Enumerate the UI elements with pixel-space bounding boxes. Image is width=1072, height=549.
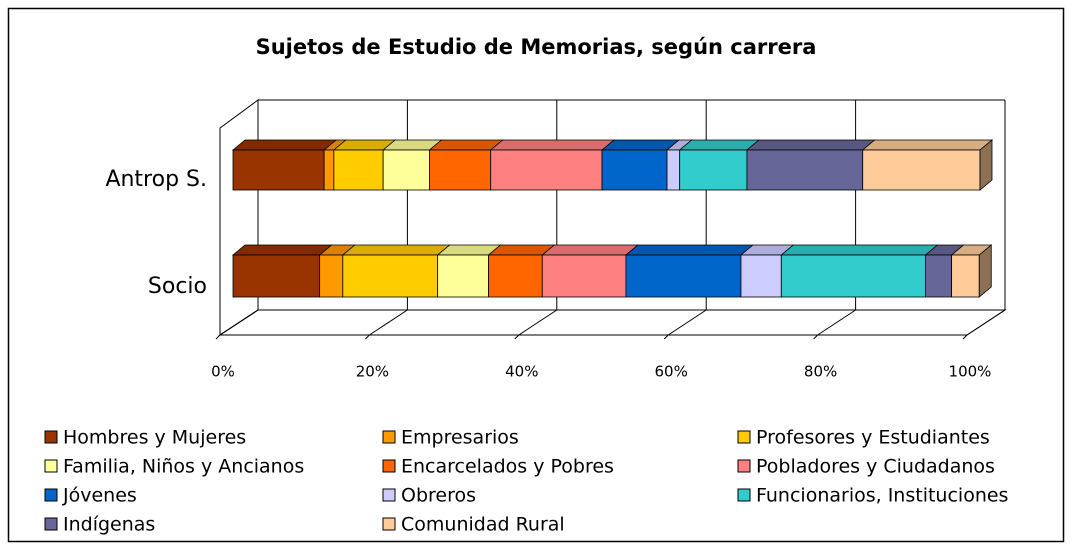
bar-end (979, 139, 993, 191)
bar-top (600, 139, 681, 151)
x-tick (365, 334, 370, 340)
x-tick (514, 334, 520, 340)
y-tick-label: Antrop S. (105, 167, 207, 192)
x-tick-label: 60% (655, 363, 688, 381)
bar (666, 149, 681, 191)
bar (333, 149, 384, 191)
bar (382, 149, 430, 191)
x-tick (663, 334, 669, 340)
bar-top (341, 244, 451, 256)
grid-line (667, 309, 707, 336)
legend-swatch (382, 517, 396, 531)
bar (541, 254, 627, 298)
legend-label: Profesores y Estudiantes (756, 427, 990, 449)
bar (429, 149, 492, 191)
legend-swatch (737, 488, 751, 502)
bar (679, 149, 748, 191)
bar (925, 254, 953, 298)
bar (780, 254, 926, 298)
x-tick (215, 334, 221, 340)
bar (601, 149, 668, 191)
bar-top (745, 139, 876, 151)
grid-line (817, 309, 856, 336)
bar-top (231, 139, 338, 151)
bar-top (861, 139, 994, 151)
bar (232, 254, 321, 298)
bar-top (678, 139, 761, 151)
legend-swatch (382, 459, 396, 473)
bar (740, 254, 782, 298)
bar (951, 254, 980, 298)
x-tick (813, 334, 818, 340)
legend-label: Pobladores y Ciudadanos (756, 456, 995, 478)
grid-line (966, 309, 1006, 336)
x-tick-label: 100% (949, 363, 992, 381)
bar-top (624, 244, 755, 256)
bar (490, 149, 603, 191)
x-tick (962, 334, 968, 340)
legend-label: Familia, Niños y Ancianos (63, 456, 304, 478)
legend-label: Hombres y Mujeres (63, 427, 246, 449)
legend-swatch (737, 430, 751, 444)
bar (746, 149, 864, 191)
x-tick-label: 40% (505, 363, 538, 381)
bar (342, 254, 439, 298)
x-tick-label: 20% (356, 363, 389, 381)
bar-end (978, 244, 992, 298)
grid-line (219, 309, 259, 336)
legend-label: Obreros (401, 485, 476, 507)
bar-top (780, 244, 939, 256)
legend-label: Comunidad Rural (401, 514, 565, 536)
bar (319, 254, 344, 298)
grid-line (369, 309, 408, 336)
bar (437, 254, 489, 298)
bar (488, 254, 543, 298)
legend-swatch (382, 488, 396, 502)
grid-line (518, 309, 558, 336)
y-tick-label: Socio (148, 274, 207, 299)
bar-top (428, 139, 504, 151)
bar (232, 149, 325, 191)
bar (323, 149, 335, 191)
bar-top (231, 244, 333, 256)
bar (862, 149, 981, 191)
legend-label: Jóvenes (62, 485, 137, 507)
legend-swatch (44, 517, 58, 531)
chart-title: Sujetos de Estudio de Memorias, según ca… (256, 35, 817, 59)
bar-top (541, 244, 640, 256)
legend-swatch (737, 459, 751, 473)
legend-label: Indígenas (63, 514, 155, 536)
x-tick-label: 0% (211, 363, 235, 381)
x-tick-label: 80% (804, 363, 837, 381)
bar-top (489, 139, 616, 151)
legend-label: Funcionarios, Instituciones (756, 485, 1008, 507)
legend-label: Encarcelados y Pobres (401, 456, 614, 478)
legend-swatch (44, 430, 58, 444)
bar (625, 254, 742, 298)
legend-swatch (44, 459, 58, 473)
legend-swatch (382, 430, 396, 444)
legend-label: Empresarios (401, 427, 519, 449)
legend-swatch (44, 488, 58, 502)
